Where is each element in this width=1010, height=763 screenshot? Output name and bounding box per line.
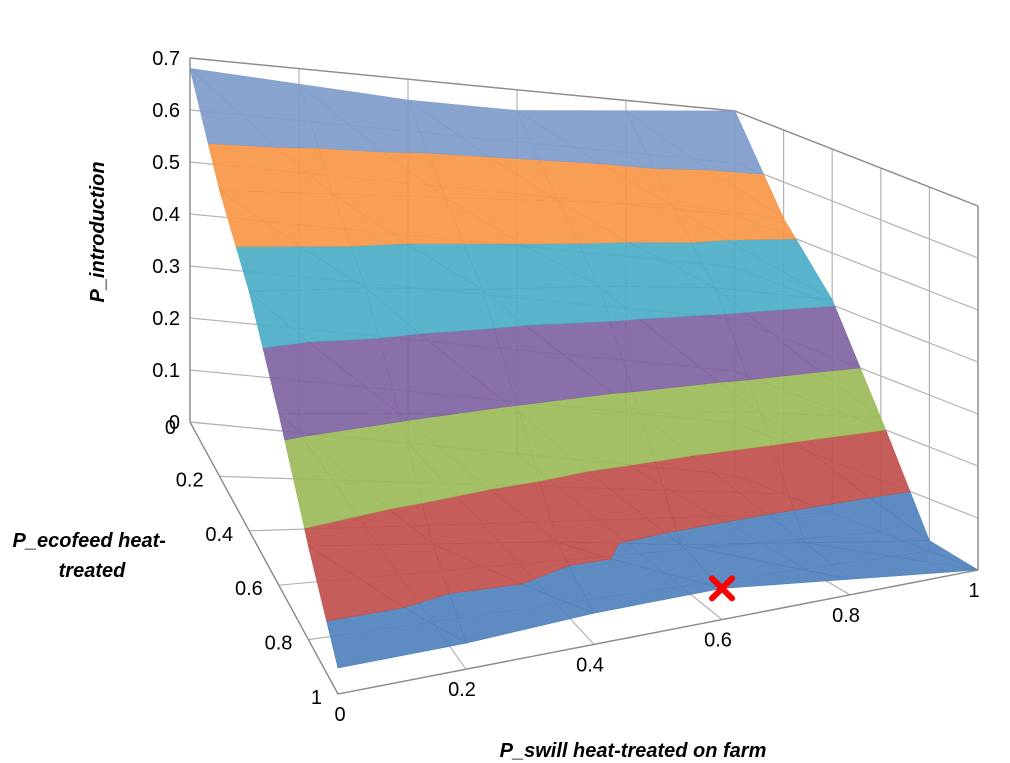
frame-edge xyxy=(734,110,979,207)
z-tick-label: 0.5 xyxy=(152,152,180,174)
surface-band-patch xyxy=(444,197,522,244)
x-tick-label: 0 xyxy=(334,704,345,726)
x-axis-title: P_swill heat-treated on farm xyxy=(500,740,767,762)
x-tick-label: 0.2 xyxy=(448,679,476,701)
surface-band-patch xyxy=(308,545,405,622)
z-tick-label: 0 xyxy=(169,412,180,434)
y-tick-label: 0.6 xyxy=(235,578,263,600)
side-wall-gridline xyxy=(734,162,979,259)
z-tick-label: 0.1 xyxy=(152,360,180,382)
frame-edge xyxy=(337,569,979,695)
surface-band-patch xyxy=(407,99,490,158)
surface-band-patch xyxy=(278,413,305,441)
surface-band-patch xyxy=(482,289,526,329)
z-tick-label: 0.3 xyxy=(152,256,180,278)
surface-band-patch xyxy=(556,541,612,566)
z-tick-label: 0.2 xyxy=(152,308,180,330)
x-tick-label: 1 xyxy=(968,580,979,602)
frame-edge xyxy=(189,57,736,112)
surface-band-patch xyxy=(365,287,420,339)
surface-band-patch xyxy=(432,543,522,594)
surface-band-patch xyxy=(248,291,309,349)
surface-band-patch xyxy=(715,287,746,315)
x-tick-label: 0.4 xyxy=(576,654,604,676)
surface-band-patch xyxy=(760,412,797,446)
y-axis-title: P_ecofeed heat- treated xyxy=(13,530,172,582)
surface-plot xyxy=(189,68,979,669)
surface-band-patch xyxy=(398,413,408,422)
surface-band-patch xyxy=(298,83,384,153)
z-tick-label: 0.7 xyxy=(152,48,180,70)
y-tick-label: 1 xyxy=(311,687,322,709)
z-tick-label: 0.6 xyxy=(152,100,180,122)
surface-band-patch xyxy=(219,190,301,247)
surface-band-patch xyxy=(639,412,693,462)
frame-edge xyxy=(189,421,339,695)
y-tick-label: 0 xyxy=(165,417,176,439)
z-tick-label: 0.4 xyxy=(152,204,180,226)
x-tick-label: 0.6 xyxy=(704,630,732,652)
x-tick-label: 0.8 xyxy=(832,605,860,627)
surface-band-patch xyxy=(516,110,601,164)
marker-layer xyxy=(709,575,735,602)
surface-band-patch xyxy=(332,193,407,247)
surface-band-patch xyxy=(625,110,710,171)
tick-labels: 00.10.20.30.40.50.60.700.20.40.60.8100.2… xyxy=(152,48,979,726)
z-axis-title: P_introduction xyxy=(87,161,109,302)
surface-band-patch xyxy=(557,200,630,244)
surface-band-patch xyxy=(804,542,979,580)
surface-band-patch xyxy=(670,204,728,243)
surface-band-patch xyxy=(189,68,278,148)
y-tick-label: 0.4 xyxy=(205,524,233,546)
marker-cross-stroke xyxy=(709,575,735,602)
surface-band-patch xyxy=(598,285,639,322)
surface-band-patch xyxy=(680,544,851,589)
y-tick-label: 0.2 xyxy=(176,469,204,491)
surface-band-patch xyxy=(519,412,589,482)
y-tick-label: 0.8 xyxy=(265,633,293,655)
